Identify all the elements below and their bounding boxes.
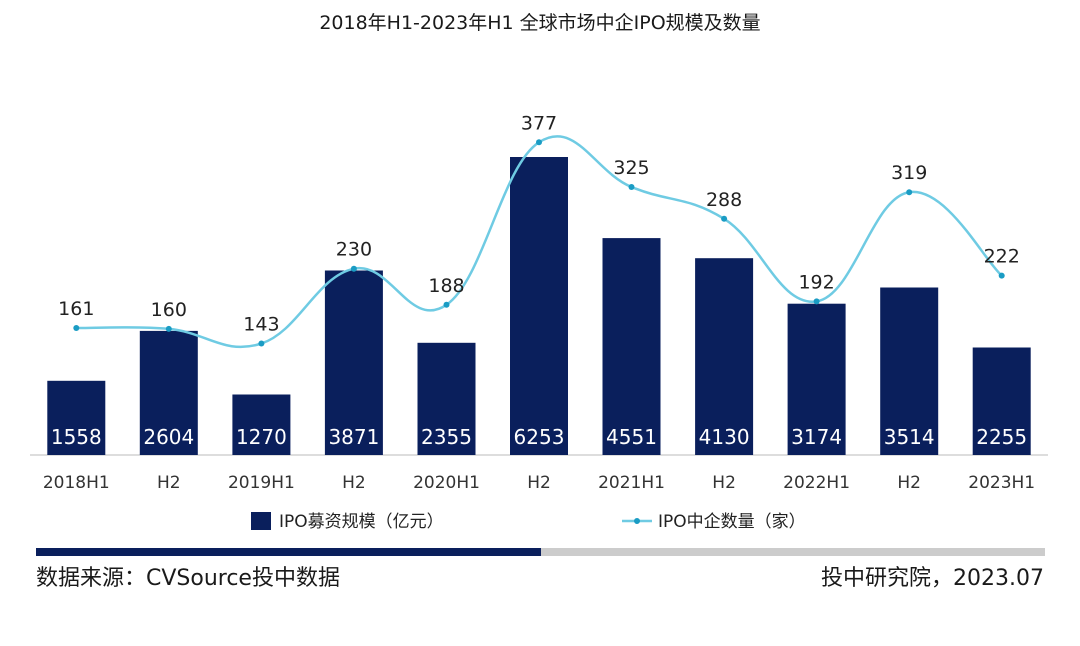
bar-value-label: 4551 [606,425,657,449]
bar [139,330,198,455]
line-value-label: 192 [798,271,834,293]
legend: IPO募资规模（亿元） IPO中企数量（家） [251,512,806,532]
line-point [73,325,80,331]
line-value-label: 230 [336,239,372,261]
x-tick-label: 2023H1 [968,473,1035,493]
x-tick-label: 2019H1 [228,473,295,493]
bar-value-label: 2604 [143,425,194,449]
bar [510,157,568,455]
line-point [813,298,820,305]
bar-value-label: 1558 [51,425,102,449]
line-point [721,215,728,222]
bar [972,347,1031,455]
x-tick-label: 2020H1 [413,473,480,493]
bar-value-label: 2255 [976,425,1027,449]
line-point [628,184,635,190]
line-point [258,340,265,347]
x-tick-label: H2 [342,473,366,493]
bar [324,270,383,455]
bar [880,287,939,455]
x-tick-label: 2018H1 [43,473,110,493]
legend-line-marker [634,518,640,524]
bar-value-label: 3174 [791,425,842,449]
legend-bar-label: IPO募资规模（亿元） [279,512,444,532]
line-value-label: 288 [706,189,742,211]
line-point [998,272,1005,279]
bar-value-label: 1270 [236,425,287,449]
line-value-label: 161 [58,298,94,320]
line-layer: 161 160 143 230 188 377 325 288 192 319 222 [58,112,1020,349]
bar-value-label: 4130 [699,425,750,449]
line-value-label: 160 [151,299,187,321]
footer-divider-dark [36,548,541,556]
legend-bar-swatch [251,512,271,530]
bar-value-label: 3871 [328,425,379,449]
x-tick-label: H2 [712,473,736,493]
line-point [443,301,450,308]
bar-value-label: 6253 [514,425,565,449]
x-tick-label: 2022H1 [783,473,850,493]
bar [47,380,106,455]
x-tick-label: 2021H1 [598,473,665,493]
x-tick-label: H2 [527,473,551,493]
line-point [350,265,357,272]
line-point [906,189,913,196]
x-tick-labels: 2018H1 H2 2019H1 H2 2020H1 H2 2021H1 H2 2022H1 H2… [43,473,1035,493]
publisher-credit: 投中研究院，2023.07 [821,566,1044,591]
bar-value-label: 3514 [884,425,935,449]
chart-title: 2018年H1-2023年H1 全球市场中企IPO规模及数量 [319,12,761,34]
line-value-label: 143 [243,314,279,336]
data-source: 数据来源：CVSource投中数据 [36,566,340,591]
chart-canvas: 1558 2604 1270 3871 2355 6253 4551 4130 3174 3514… [30,112,1048,532]
line-point [165,325,172,332]
bar [232,394,291,455]
footer-divider-light [541,548,1045,556]
bar [695,258,754,455]
line-value-label: 188 [428,275,464,297]
bar-value-label: 2355 [421,425,472,449]
bar [787,303,846,455]
x-tick-label: H2 [157,473,181,493]
line-value-label: 222 [984,246,1020,268]
line-value-label: 325 [613,157,649,179]
line-value-label: 377 [521,112,557,134]
line-point [536,139,542,146]
line-value-label: 319 [891,162,927,184]
bars-layer: 1558 2604 1270 3871 2355 6253 4551 4130 3174 3514… [47,157,1031,455]
bar [602,238,661,455]
legend-line-label: IPO中企数量（家） [658,512,806,532]
bar [417,342,476,455]
x-tick-label: H2 [897,473,921,493]
